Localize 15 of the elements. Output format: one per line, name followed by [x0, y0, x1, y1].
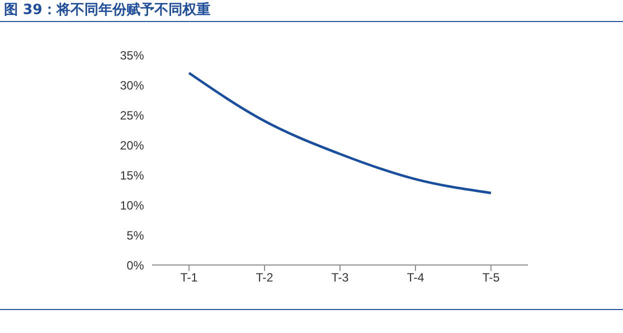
- y-tick-label: 5%: [126, 228, 144, 242]
- x-tick-label: T-4: [406, 270, 424, 285]
- x-tick-label: T-2: [256, 270, 274, 285]
- y-tick-label: 30%: [120, 78, 144, 92]
- chart-title: 图 39：将不同年份赋予不同权重: [4, 1, 210, 19]
- y-tick-label: 10%: [120, 198, 144, 212]
- y-tick-label: 0%: [126, 258, 144, 272]
- y-tick-label: 15%: [120, 168, 144, 182]
- x-tick-label: T-3: [331, 270, 349, 285]
- x-tick-label: T-1: [180, 270, 198, 285]
- y-tick-label: 35%: [120, 48, 144, 62]
- y-tick-label: 20%: [120, 138, 144, 152]
- y-tick-label: 25%: [120, 108, 144, 122]
- x-tick-label: T-5: [482, 270, 500, 285]
- line-series: [188, 72, 492, 194]
